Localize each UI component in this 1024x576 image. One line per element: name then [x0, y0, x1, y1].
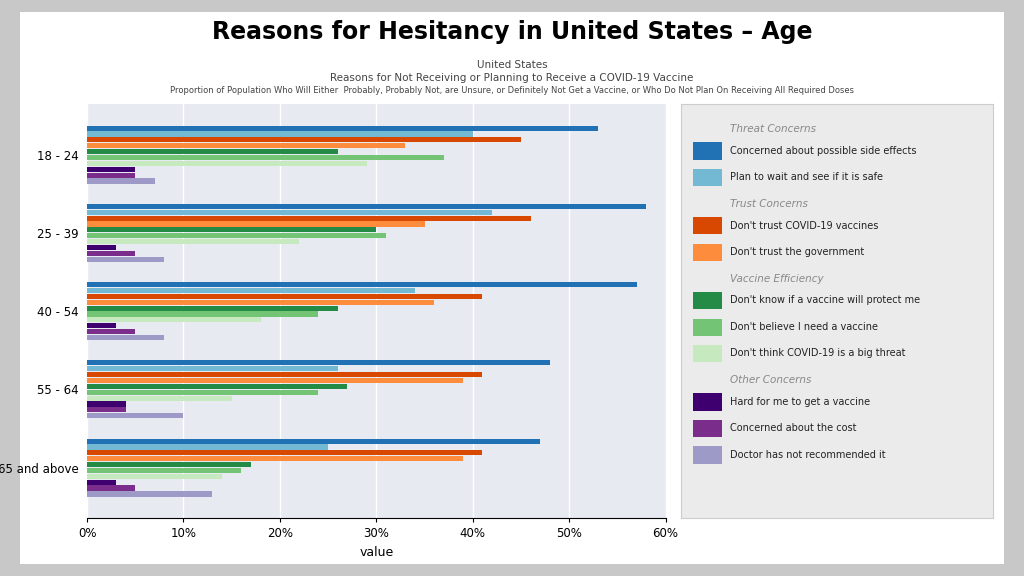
Bar: [87, 445, 328, 450]
Bar: [87, 239, 299, 244]
Bar: [87, 137, 521, 142]
Bar: [87, 438, 541, 444]
Bar: [87, 305, 338, 310]
Bar: [87, 413, 183, 418]
Bar: [87, 401, 126, 407]
Bar: [87, 450, 482, 456]
Text: Concerned about the cost: Concerned about the cost: [730, 423, 857, 433]
Bar: [87, 323, 116, 328]
Bar: [87, 317, 260, 323]
Bar: [87, 204, 646, 209]
Bar: [87, 221, 425, 226]
Bar: [87, 396, 231, 401]
Bar: [87, 480, 116, 485]
Bar: [87, 366, 338, 372]
Text: Reasons for Not Receiving or Planning to Receive a COVID-19 Vaccine: Reasons for Not Receiving or Planning to…: [331, 73, 693, 83]
Text: Hard for me to get a vaccine: Hard for me to get a vaccine: [730, 397, 870, 407]
Bar: [87, 245, 116, 250]
Bar: [87, 312, 318, 317]
Text: Don't trust COVID-19 vaccines: Don't trust COVID-19 vaccines: [730, 221, 879, 230]
Text: Trust Concerns: Trust Concerns: [730, 199, 808, 209]
Text: Don't believe I need a vaccine: Don't believe I need a vaccine: [730, 322, 879, 332]
Bar: [87, 282, 637, 287]
Text: Don't think COVID-19 is a big threat: Don't think COVID-19 is a big threat: [730, 348, 905, 358]
Bar: [87, 166, 135, 172]
Bar: [87, 131, 473, 137]
Bar: [87, 161, 367, 166]
Bar: [87, 384, 347, 389]
Bar: [87, 143, 406, 149]
Bar: [87, 300, 434, 305]
Bar: [87, 473, 222, 479]
Bar: [87, 155, 443, 160]
Bar: [87, 257, 164, 262]
Text: United States: United States: [477, 60, 547, 70]
Bar: [87, 149, 338, 154]
Bar: [87, 329, 135, 334]
Text: Concerned about possible side effects: Concerned about possible side effects: [730, 146, 916, 156]
Bar: [87, 210, 492, 215]
Bar: [87, 407, 126, 412]
Bar: [87, 486, 135, 491]
Bar: [87, 172, 135, 177]
Bar: [87, 456, 463, 461]
Text: Reasons for Hesitancy in United States – Age: Reasons for Hesitancy in United States –…: [212, 20, 812, 44]
Bar: [87, 288, 415, 293]
Bar: [87, 126, 598, 131]
Bar: [87, 215, 530, 221]
Bar: [87, 378, 463, 383]
Text: Proportion of Population Who Will Either  Probably, Probably Not, are Unsure, or: Proportion of Population Who Will Either…: [170, 86, 854, 95]
Bar: [87, 462, 251, 467]
Text: Other Concerns: Other Concerns: [730, 375, 811, 385]
Text: Don't know if a vaccine will protect me: Don't know if a vaccine will protect me: [730, 295, 921, 305]
Bar: [87, 335, 164, 340]
Text: Threat Concerns: Threat Concerns: [730, 124, 816, 134]
Bar: [87, 468, 242, 473]
Text: Doctor has not recommended it: Doctor has not recommended it: [730, 450, 886, 460]
Bar: [87, 179, 155, 184]
Text: Plan to wait and see if it is safe: Plan to wait and see if it is safe: [730, 172, 883, 182]
Bar: [87, 372, 482, 377]
Bar: [87, 389, 318, 395]
Bar: [87, 228, 377, 233]
X-axis label: value: value: [359, 546, 393, 559]
Text: Vaccine Efficiency: Vaccine Efficiency: [730, 274, 823, 283]
Bar: [87, 233, 386, 238]
Bar: [87, 491, 212, 497]
Bar: [87, 251, 135, 256]
Bar: [87, 294, 482, 299]
Bar: [87, 361, 550, 365]
Text: Don't trust the government: Don't trust the government: [730, 247, 864, 257]
